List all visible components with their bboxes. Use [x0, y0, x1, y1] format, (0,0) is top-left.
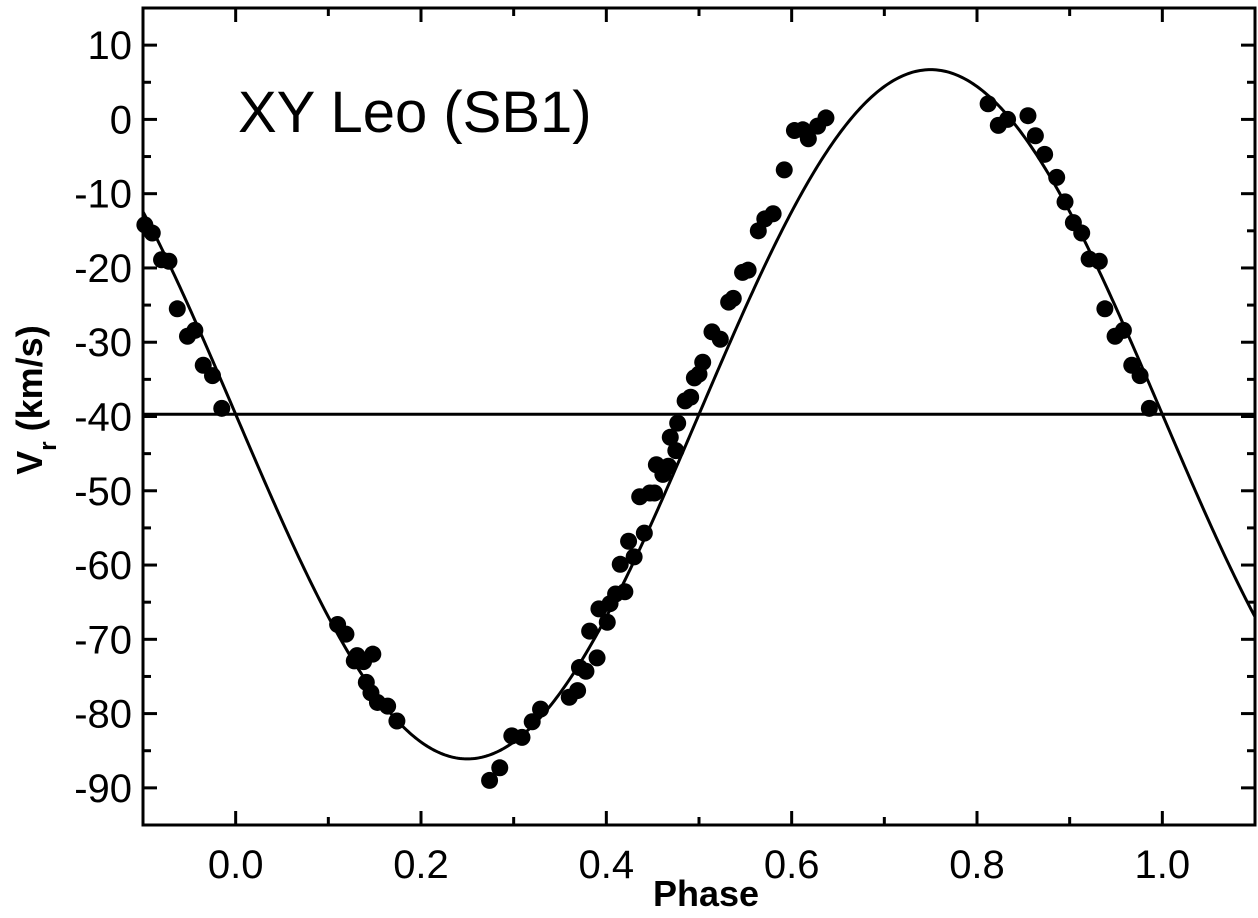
y-tick-label: -80	[74, 693, 132, 737]
data-point	[168, 300, 186, 318]
y-tick-labels: 10 0 -10 -20 -30 -40 -50 -60 -70 -80 -90	[74, 24, 132, 811]
data-point	[481, 771, 499, 789]
data-point	[588, 649, 606, 667]
x-tick-label: 0.6	[764, 843, 820, 887]
y-axis-title-subscript: r	[35, 441, 62, 450]
data-point	[213, 399, 231, 417]
data-point	[513, 728, 531, 746]
data-point	[646, 484, 664, 502]
chart-title: XY Leo (SB1)	[238, 80, 592, 145]
data-point	[724, 289, 742, 307]
data-point	[1056, 193, 1074, 211]
data-point	[143, 224, 161, 242]
y-tick-label: -20	[74, 247, 132, 291]
data-point	[598, 613, 616, 631]
data-point	[569, 682, 587, 700]
data-point	[1019, 107, 1037, 125]
data-point	[1131, 367, 1149, 385]
data-point	[1090, 252, 1108, 270]
data-point	[1096, 300, 1114, 318]
data-point	[388, 712, 406, 730]
x-tick-label: 0.0	[208, 843, 264, 887]
data-point	[1073, 224, 1091, 242]
data-point	[979, 95, 997, 113]
x-tick-label: 0.4	[579, 843, 635, 887]
data-point	[523, 713, 541, 731]
data-point	[616, 583, 634, 601]
data-point	[682, 388, 700, 406]
data-point	[659, 457, 677, 475]
data-point	[799, 130, 817, 148]
y-tick-label: -60	[74, 544, 132, 588]
data-point	[775, 161, 793, 179]
data-point	[160, 252, 178, 270]
x-tick-label: 1.0	[1135, 843, 1191, 887]
data-point	[337, 625, 355, 643]
y-axis-title: Vr (km/s)	[9, 325, 62, 474]
data-point	[1140, 399, 1158, 417]
y-tick-label: -90	[74, 767, 132, 811]
data-point	[625, 548, 643, 566]
y-axis-title-unit: (km/s)	[9, 325, 50, 441]
data-point	[1048, 168, 1066, 186]
data-point	[364, 645, 382, 663]
data-point	[1036, 145, 1054, 163]
data-point	[620, 532, 638, 550]
y-tick-label: 0	[110, 98, 132, 142]
y-tick-label: -70	[74, 618, 132, 662]
data-point	[577, 662, 595, 680]
data-point	[661, 428, 679, 446]
data-points	[136, 95, 1158, 789]
data-point	[817, 109, 835, 127]
x-tick-label: 0.8	[949, 843, 1005, 887]
data-point	[532, 700, 550, 718]
y-tick-label: -10	[74, 173, 132, 217]
data-point	[1026, 127, 1044, 145]
data-point	[204, 367, 221, 385]
plot-frame	[141, 6, 1257, 827]
data-point	[379, 697, 397, 715]
y-tick-label: -50	[74, 470, 132, 514]
data-point	[491, 759, 509, 777]
y-tick-label: -40	[74, 396, 132, 440]
data-point	[711, 330, 729, 348]
data-point	[739, 261, 757, 279]
orbit-fit-curve	[141, 68, 1257, 761]
data-point	[1114, 321, 1132, 339]
data-point	[581, 622, 599, 640]
data-point	[764, 205, 782, 223]
y-axis-title-main: V	[9, 451, 50, 475]
data-point	[186, 321, 204, 339]
x-tick-label: 0.2	[393, 843, 449, 887]
x-axis-title: Phase	[653, 873, 759, 914]
y-tick-label: 10	[88, 24, 133, 68]
x-tick-labels: 0.0 0.2 0.4 0.6 0.8 1.0	[208, 843, 1190, 887]
data-point	[694, 353, 712, 371]
data-point	[669, 414, 687, 432]
data-point	[999, 110, 1017, 128]
data-point	[635, 524, 653, 542]
y-tick-label: -30	[74, 321, 132, 365]
data-point	[667, 442, 685, 460]
data-point	[611, 555, 629, 573]
